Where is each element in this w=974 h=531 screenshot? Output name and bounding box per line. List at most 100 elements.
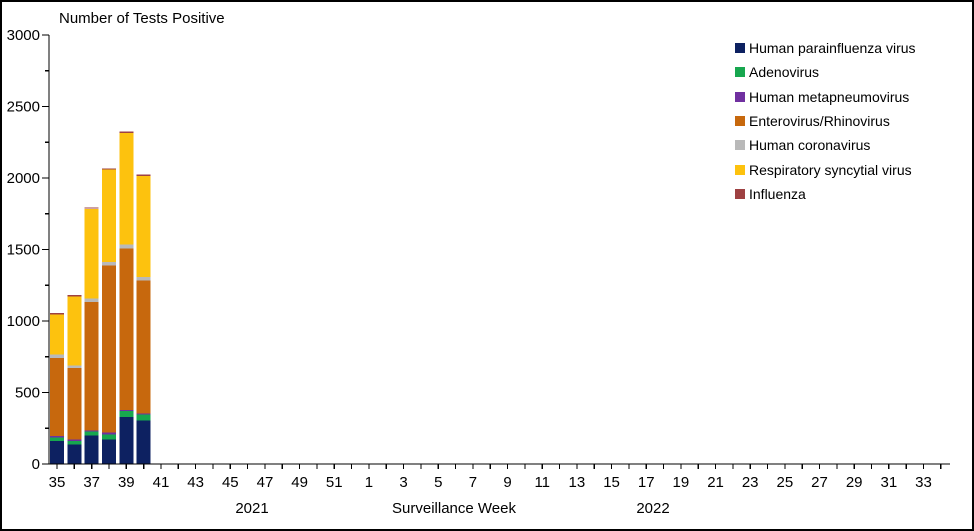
legend-swatch-icon: [735, 164, 745, 175]
legend-swatch-icon: [735, 116, 745, 127]
x-tick-label: 9: [503, 474, 511, 491]
bar-segment: [119, 410, 134, 411]
x-tick-label: 49: [291, 474, 308, 491]
bar-segment: [84, 298, 99, 302]
legend-item: Enterovirus/Rhinovirus: [735, 109, 916, 133]
x-tick-label: 35: [49, 474, 66, 491]
y-tick-label: 0: [32, 456, 40, 473]
legend-swatch-icon: [735, 91, 745, 102]
bar-segment: [50, 358, 64, 437]
bar-segment: [84, 435, 99, 464]
x-tick-label: 3: [399, 474, 407, 491]
bar-segment: [67, 368, 82, 440]
x-tick-label: 25: [777, 474, 794, 491]
bar-segment: [136, 420, 151, 464]
bar-segment: [101, 168, 116, 170]
legend-label: Enterovirus/Rhinovirus: [749, 113, 890, 130]
y-tick-label: 2000: [7, 170, 40, 187]
bar-segment: [119, 244, 134, 249]
bar-segment: [84, 207, 99, 209]
bar-segment: [67, 294, 82, 297]
x-tick-label: 21: [707, 474, 724, 491]
bar-segment: [84, 301, 99, 431]
x-tick-label: 13: [569, 474, 586, 491]
bar-segment: [119, 132, 134, 245]
bar-segment: [50, 313, 64, 315]
x-tick-label: 47: [257, 474, 274, 491]
bar-segment: [67, 439, 82, 441]
bar-segment: [50, 441, 64, 464]
bar-segment: [101, 434, 116, 440]
x-tick-label: 7: [469, 474, 477, 491]
bar-segment: [119, 131, 134, 133]
legend-item: Human parainfluenza virus: [735, 36, 916, 60]
x-axis-title: Surveillance Week: [392, 500, 516, 517]
legend-item: Influenza: [735, 182, 916, 206]
bar-segment: [84, 431, 99, 436]
bar-segment: [67, 296, 82, 366]
legend-item: Adenovirus: [735, 60, 916, 84]
y-tick-label: 3000: [7, 27, 40, 44]
x-tick-label: 41: [153, 474, 170, 491]
bar-segment: [119, 416, 134, 464]
legend-swatch-icon: [735, 140, 745, 151]
legend: Human parainfluenza virus Adenovirus Human…: [735, 36, 916, 206]
legend-swatch-icon: [735, 43, 745, 54]
x-tick-label: 51: [326, 474, 343, 491]
legend-swatch-icon: [735, 67, 745, 78]
year-label-2022: 2022: [636, 500, 670, 517]
bar-segment: [101, 261, 116, 266]
bar-segment: [136, 414, 151, 421]
bar-segment: [101, 439, 116, 464]
bar-segment: [101, 169, 116, 262]
legend-item: Human metapneumovirus: [735, 85, 916, 109]
bar-segment: [119, 248, 134, 411]
legend-swatch-icon: [735, 188, 745, 199]
bar-segment: [136, 174, 151, 176]
x-tick-label: 29: [846, 474, 863, 491]
x-tick-label: 37: [83, 474, 100, 491]
bar-segment: [67, 440, 82, 445]
legend-label: Adenovirus: [749, 64, 820, 81]
chart-title: Number of Tests Positive: [59, 10, 225, 27]
bar-segment: [136, 175, 151, 277]
legend-label: Influenza: [749, 185, 806, 202]
bar-segment: [84, 208, 99, 299]
bar-segment: [50, 437, 64, 442]
y-tick-label: 500: [15, 385, 40, 402]
x-tick-label: 5: [434, 474, 442, 491]
legend-item: Human coronavirus: [735, 133, 916, 157]
bar-segment: [50, 314, 64, 355]
bar-segment: [101, 432, 116, 435]
bar-segment: [50, 354, 64, 359]
legend-label: Human parainfluenza virus: [749, 40, 916, 57]
y-tick-label: 1000: [7, 313, 40, 330]
bar-segment: [67, 365, 82, 369]
x-tick-label: 33: [915, 474, 932, 491]
bar-segment: [136, 276, 151, 281]
legend-item: Respiratory syncytial virus: [735, 157, 916, 181]
bar-segment: [84, 430, 99, 432]
bar-segment: [101, 265, 116, 433]
x-tick-label: 45: [222, 474, 239, 491]
x-tick-label: 43: [187, 474, 204, 491]
x-tick-label: 11: [534, 474, 550, 491]
bar-segment: [119, 410, 134, 417]
y-tick-label: 1500: [7, 242, 40, 259]
legend-label: Human coronavirus: [749, 137, 871, 154]
legend-label: Respiratory syncytial virus: [749, 161, 912, 178]
x-tick-label: 27: [811, 474, 828, 491]
legend-label: Human metapneumovirus: [749, 88, 910, 105]
y-tick-label: 2500: [7, 99, 40, 116]
year-label-2021: 2021: [235, 500, 269, 517]
x-tick-label: 15: [603, 474, 620, 491]
x-tick-label: 1: [365, 474, 373, 491]
x-tick-label: 19: [673, 474, 690, 491]
bar-segment: [67, 444, 82, 464]
x-tick-label: 23: [742, 474, 759, 491]
bar-segment: [136, 413, 151, 415]
bar-segment: [50, 436, 64, 438]
x-tick-label: 39: [118, 474, 135, 491]
